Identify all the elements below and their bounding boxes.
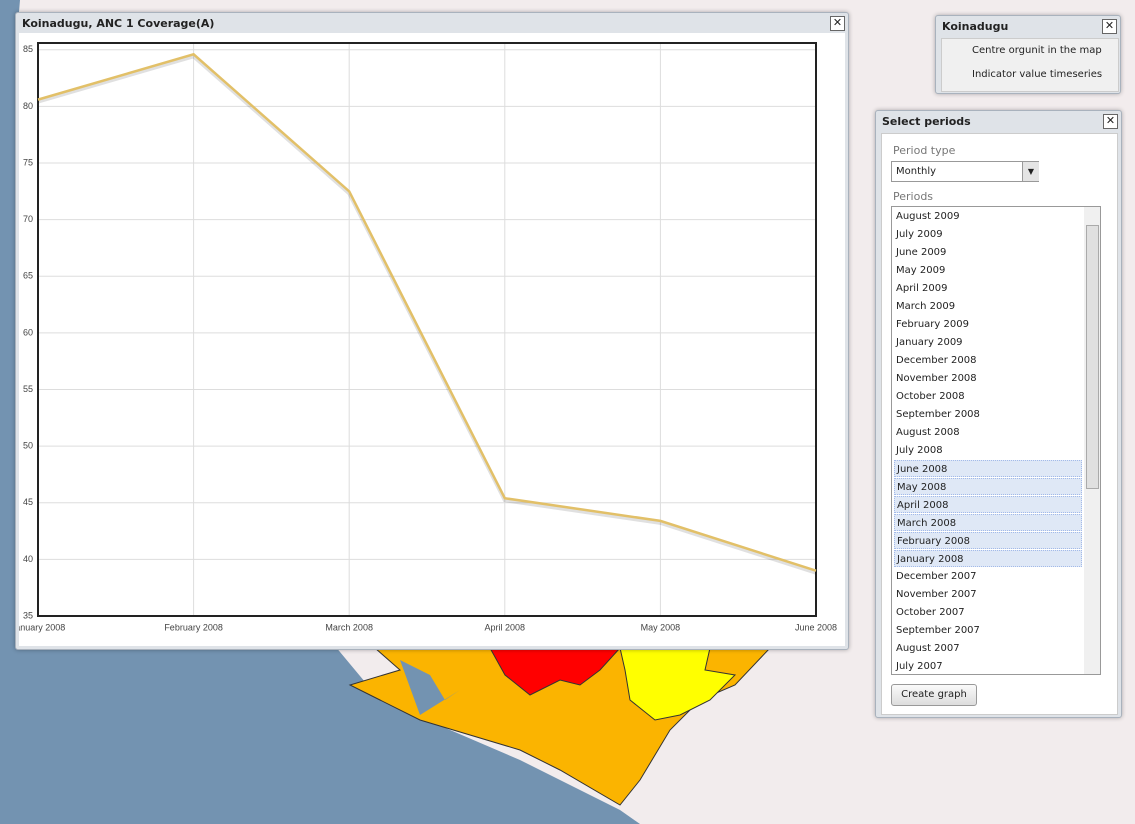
- menu-item[interactable]: Centre orgunit in the map: [972, 45, 1102, 56]
- period-item[interactable]: August 2008: [896, 427, 960, 438]
- period-item[interactable]: March 2009: [896, 301, 956, 312]
- period-item[interactable]: July 2007: [896, 661, 943, 672]
- chart: 35 40 45 50 55 60 65 70 75 80 85 January 2008 Februa…: [19, 33, 845, 646]
- period-item[interactable]: August 2007: [896, 643, 960, 654]
- window-title: Koinadugu: [942, 20, 1009, 33]
- y-tick-label: 70: [23, 214, 33, 224]
- period-item[interactable]: September 2008: [896, 409, 980, 420]
- scroll-thumb[interactable]: [1086, 225, 1099, 489]
- period-item[interactable]: June 2008: [894, 460, 1082, 477]
- close-button[interactable]: ✕: [830, 16, 845, 31]
- periods-list[interactable]: August 2009 July 2009 June 2009 May 2009 Apr…: [891, 206, 1101, 675]
- period-item[interactable]: November 2008: [896, 373, 977, 384]
- dropdown-arrow: ▼: [1022, 162, 1039, 181]
- periods-window: Select periods ✕ Period type Monthly ▼ P…: [875, 110, 1122, 718]
- period-item[interactable]: May 2009: [896, 265, 946, 276]
- period-item[interactable]: August 2009: [896, 211, 960, 222]
- field-label: Period type: [893, 144, 956, 157]
- period-item[interactable]: October 2008: [896, 391, 965, 402]
- y-tick-label: 35: [23, 610, 33, 620]
- scrollbar[interactable]: [1084, 207, 1100, 674]
- line-shadow: [37, 54, 817, 575]
- period-item[interactable]: April 2008: [894, 496, 1082, 513]
- y-tick-label: 60: [23, 327, 33, 337]
- x-tick-label: March 2008: [325, 622, 373, 632]
- plot-frame: [37, 42, 817, 617]
- period-item[interactable]: May 2008: [894, 478, 1082, 495]
- period-item[interactable]: January 2008: [894, 550, 1082, 567]
- period-item[interactable]: July 2009: [896, 229, 943, 240]
- x-tick-label: May 2008: [641, 622, 681, 632]
- y-tick-label: 65: [23, 271, 33, 281]
- period-type-select[interactable]: Monthly ▼: [891, 161, 1039, 182]
- x-tick-label: June 2008: [795, 622, 837, 632]
- period-item[interactable]: July 2008: [896, 445, 943, 456]
- y-tick-label: 85: [23, 44, 33, 54]
- period-item[interactable]: June 2009: [896, 247, 947, 258]
- y-tick-label: 45: [23, 497, 33, 507]
- menu: Centre orgunit in the map Indicator value…: [941, 38, 1119, 92]
- chart-window: Koinadugu, ANC 1 Coverage(A) ✕ 35 40 45 50 5…: [15, 12, 849, 650]
- period-item[interactable]: November 2007: [896, 589, 977, 600]
- window-title: Select periods: [882, 115, 971, 128]
- y-tick-label: 55: [23, 384, 33, 394]
- create-graph-button[interactable]: Create graph: [891, 684, 977, 706]
- period-item[interactable]: March 2008: [894, 514, 1082, 531]
- period-item[interactable]: April 2009: [896, 283, 948, 294]
- period-item[interactable]: February 2008: [894, 532, 1082, 549]
- y-tick-label: 80: [23, 101, 33, 111]
- period-item[interactable]: December 2007: [896, 571, 977, 582]
- field-label: Periods: [893, 190, 934, 203]
- period-item[interactable]: February 2009: [896, 319, 969, 330]
- x-tick-label: February 2008: [164, 622, 223, 632]
- y-tick-label: 75: [23, 157, 33, 167]
- menu-item[interactable]: Indicator value timeseries: [972, 69, 1103, 80]
- period-item[interactable]: September 2007: [896, 625, 980, 636]
- panel: Period type Monthly ▼ Periods August 200…: [881, 133, 1118, 715]
- period-item[interactable]: December 2008: [896, 355, 977, 366]
- y-tick-label: 50: [23, 441, 33, 451]
- y-tick-label: 40: [23, 554, 33, 564]
- period-item[interactable]: October 2007: [896, 607, 965, 618]
- period-item[interactable]: January 2009: [896, 337, 963, 348]
- menu-window: Koinadugu ✕ Centre orgunit in the map Ind…: [935, 15, 1121, 94]
- data-line: [37, 52, 817, 572]
- select-value: Monthly: [896, 166, 937, 177]
- close-button[interactable]: ✕: [1102, 19, 1117, 34]
- close-button[interactable]: ✕: [1103, 114, 1118, 129]
- x-tick-label: January 2008: [19, 622, 65, 632]
- x-tick-label: April 2008: [485, 622, 526, 632]
- window-title: Koinadugu, ANC 1 Coverage(A): [22, 17, 215, 30]
